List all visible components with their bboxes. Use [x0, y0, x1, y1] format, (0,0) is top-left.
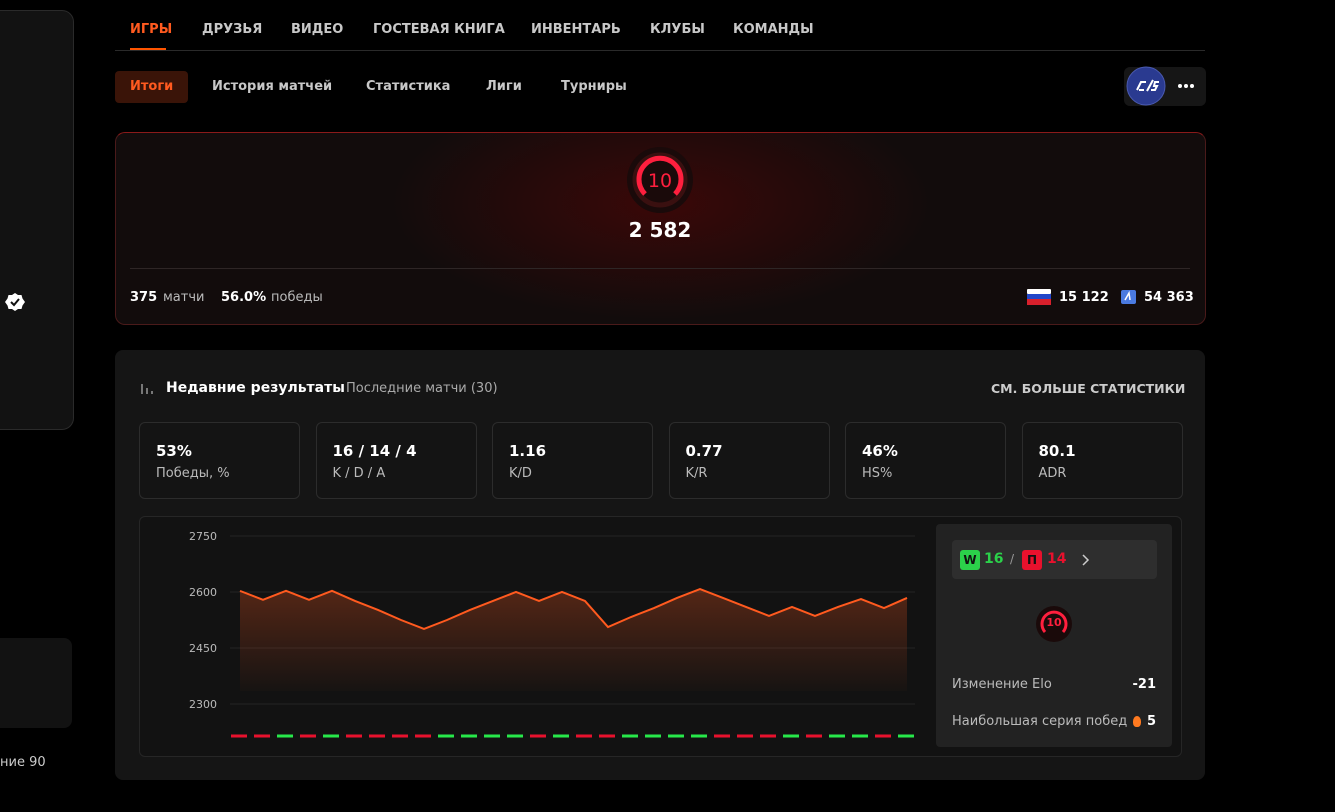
verified-icon	[5, 293, 25, 311]
stat-card: 0.77 K/R	[668, 422, 830, 499]
recent-subtitle: Последние матчи (30)	[346, 381, 498, 396]
summary-divider	[130, 268, 1190, 269]
stat-label: K/R	[685, 466, 708, 481]
stat-card: 80.1 ADR	[1021, 422, 1183, 499]
sidebar-panel	[0, 10, 74, 430]
wl-box[interactable]	[952, 540, 1157, 579]
elo-change-label: Изменение Elo	[952, 677, 1052, 692]
stat-value: 80.1	[1038, 442, 1076, 460]
country-rank: 15 122	[1059, 290, 1109, 305]
y-tick-label: 2750	[189, 530, 217, 543]
cs-icon[interactable]	[1125, 66, 1205, 108]
stat-label: K / D / A	[332, 466, 386, 481]
losses: 14	[1047, 551, 1067, 567]
nav-tab[interactable]: ВИДЕО	[291, 22, 344, 37]
sidebar-panel	[0, 638, 72, 728]
active-tab-underline	[130, 48, 166, 50]
elo-change: -21	[1132, 677, 1157, 692]
stat-label: HS%	[862, 466, 893, 481]
flag-icon	[1027, 289, 1051, 305]
y-tick-label: 2300	[189, 698, 217, 711]
stat-card: 1.16 K/D	[492, 422, 653, 499]
wl-separator: /	[1010, 552, 1015, 566]
sub-tab[interactable]: История матчей	[212, 79, 333, 94]
stat-card: 53% Победы, %	[139, 422, 300, 499]
stat-value: 0.77	[685, 442, 723, 460]
matches-value: 375	[130, 290, 158, 305]
stat-value: 53%	[156, 442, 192, 460]
nav-tab[interactable]: ИГРЫ	[130, 22, 173, 37]
chart-icon	[141, 384, 153, 394]
stat-value: 1.16	[509, 442, 547, 460]
y-tick-label: 2450	[189, 642, 217, 655]
streak-icon	[1133, 716, 1141, 727]
streak: 5	[1146, 714, 1156, 729]
elo-line	[239, 587, 908, 631]
chevron	[1082, 554, 1090, 566]
level-badge	[627, 147, 693, 213]
y-tick-label: 2600	[189, 586, 217, 599]
wins: 16	[984, 551, 1004, 567]
sub-tab[interactable]: Турниры	[561, 79, 627, 94]
nav-tab[interactable]: ДРУЗЬЯ	[202, 22, 263, 37]
winrate-label: победы	[271, 290, 323, 305]
stat-value: 46%	[862, 442, 898, 460]
loss-badge: П	[1022, 550, 1042, 570]
sidebar-text: ние 90	[0, 755, 46, 770]
stat-label: K/D	[509, 466, 532, 481]
elo-value: 2 582	[628, 218, 692, 242]
level-badge-small	[1036, 606, 1072, 642]
panel-level: 10	[1046, 616, 1062, 629]
nav-tab[interactable]: КОМАНДЫ	[733, 22, 814, 37]
stat-card: 46% HS%	[845, 422, 1006, 499]
area-fill	[240, 589, 907, 691]
stat-card: 16 / 14 / 4 K / D / A	[315, 422, 477, 499]
nav-tab[interactable]: ИНВЕНТАРЬ	[531, 22, 621, 37]
nav-tab[interactable]: КЛУБЫ	[650, 22, 705, 37]
sub-tab[interactable]: Лиги	[486, 79, 522, 94]
level-value: 10	[647, 170, 673, 192]
streak-label: Наибольшая серия побед	[952, 714, 1128, 729]
tab-divider	[115, 50, 1205, 51]
sub-tab[interactable]: Итоги	[130, 79, 174, 94]
stat-label: Победы, %	[156, 466, 230, 481]
recent-title: Недавние результаты	[166, 380, 345, 396]
region-rank: 54 363	[1144, 290, 1194, 305]
more-stats-link[interactable]: СМ. БОЛЬШЕ СТАТИСТИКИ	[991, 381, 1186, 396]
winrate-value: 56.0%	[221, 290, 267, 305]
sub-tab[interactable]: Статистика	[366, 79, 451, 94]
elo-chart: 2300 2450 2600 2750	[189, 530, 915, 738]
nav-tab[interactable]: ГОСТЕВАЯ КНИГА	[373, 22, 505, 37]
active-subtab-bg[interactable]	[115, 71, 188, 103]
matches-label: матчи	[163, 290, 205, 305]
region-icon	[1121, 290, 1136, 304]
win-badge: W	[960, 550, 980, 570]
stat-value: 16 / 14 / 4	[332, 442, 417, 460]
stat-label: ADR	[1038, 466, 1067, 481]
